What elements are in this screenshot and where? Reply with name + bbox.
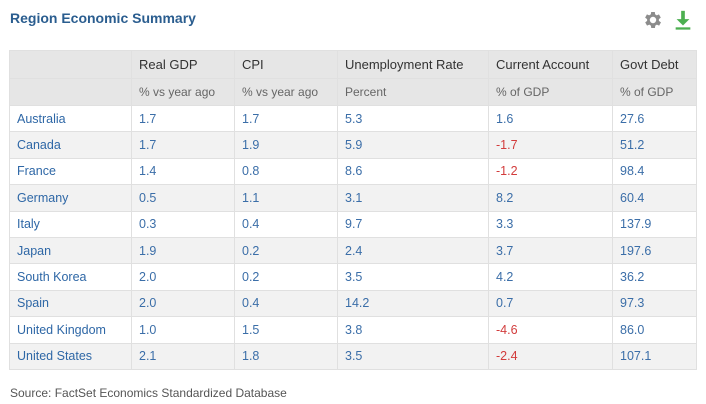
country-link[interactable]: Spain — [9, 289, 132, 318]
unemployment-cell: 3.5 — [337, 263, 489, 291]
govt-debt-cell: 98.4 — [612, 157, 697, 186]
unemployment-cell: 5.3 — [337, 104, 489, 133]
cpi-cell: 0.4 — [234, 210, 338, 238]
column-subheader: % of GDP — [488, 78, 613, 106]
cpi-cell: 1.5 — [234, 316, 338, 344]
current-account-cell: -2.4 — [488, 342, 613, 370]
column-header — [9, 50, 132, 79]
unemployment-cell: 8.6 — [337, 157, 489, 186]
real-gdp-cell: 0.3 — [131, 210, 235, 238]
current-account-cell: 1.6 — [488, 104, 613, 133]
country-link[interactable]: United States — [9, 342, 132, 370]
current-account-cell: -1.2 — [488, 157, 613, 186]
cpi-cell: 1.1 — [234, 184, 338, 212]
table-row: United Kingdom 1.0 1.5 3.8 -4.6 86.0 — [9, 316, 697, 344]
unemployment-cell: 3.8 — [337, 316, 489, 344]
govt-debt-cell: 27.6 — [612, 104, 697, 133]
country-link[interactable]: Canada — [9, 131, 132, 159]
source-note: Source: FactSet Economics Standardized D… — [10, 386, 287, 400]
country-link[interactable]: France — [9, 157, 132, 186]
download-icon[interactable] — [672, 9, 694, 31]
govt-debt-cell: 137.9 — [612, 210, 697, 238]
real-gdp-cell: 1.4 — [131, 157, 235, 186]
real-gdp-cell: 1.7 — [131, 131, 235, 159]
cpi-cell: 0.2 — [234, 263, 338, 291]
column-subheader: Percent — [337, 78, 489, 106]
current-account-cell: -1.7 — [488, 131, 613, 159]
table-row: South Korea 2.0 0.2 3.5 4.2 36.2 — [9, 263, 697, 291]
unemployment-cell: 3.1 — [337, 184, 489, 212]
subheader-row: % vs year ago % vs year ago Percent % of… — [9, 78, 697, 106]
country-link[interactable]: Australia — [9, 104, 132, 133]
table-row: France 1.4 0.8 8.6 -1.2 98.4 — [9, 157, 697, 186]
real-gdp-cell: 0.5 — [131, 184, 235, 212]
cpi-cell: 0.2 — [234, 236, 338, 265]
gear-icon[interactable] — [642, 9, 664, 31]
govt-debt-cell: 86.0 — [612, 316, 697, 344]
country-link[interactable]: South Korea — [9, 263, 132, 291]
unemployment-cell: 2.4 — [337, 236, 489, 265]
real-gdp-cell: 1.9 — [131, 236, 235, 265]
table-row: Italy 0.3 0.4 9.7 3.3 137.9 — [9, 210, 697, 238]
current-account-cell: 8.2 — [488, 184, 613, 212]
toolbar — [642, 9, 694, 31]
column-header: Unemployment Rate — [337, 50, 489, 79]
page-title: Region Economic Summary — [10, 10, 196, 26]
cpi-cell: 0.4 — [234, 289, 338, 318]
column-header: CPI — [234, 50, 338, 79]
real-gdp-cell: 2.0 — [131, 263, 235, 291]
current-account-cell: 0.7 — [488, 289, 613, 318]
govt-debt-cell: 107.1 — [612, 342, 697, 370]
unemployment-cell: 14.2 — [337, 289, 489, 318]
cpi-cell: 0.8 — [234, 157, 338, 186]
real-gdp-cell: 1.7 — [131, 104, 235, 133]
govt-debt-cell: 197.6 — [612, 236, 697, 265]
cpi-cell: 1.9 — [234, 131, 338, 159]
govt-debt-cell: 60.4 — [612, 184, 697, 212]
country-link[interactable]: Italy — [9, 210, 132, 238]
table-row: Spain 2.0 0.4 14.2 0.7 97.3 — [9, 289, 697, 318]
column-header: Govt Debt — [612, 50, 697, 79]
real-gdp-cell: 1.0 — [131, 316, 235, 344]
govt-debt-cell: 36.2 — [612, 263, 697, 291]
column-subheader: % vs year ago — [131, 78, 235, 106]
table-row: Germany 0.5 1.1 3.1 8.2 60.4 — [9, 184, 697, 212]
govt-debt-cell: 97.3 — [612, 289, 697, 318]
govt-debt-cell: 51.2 — [612, 131, 697, 159]
country-link[interactable]: United Kingdom — [9, 316, 132, 344]
country-link[interactable]: Germany — [9, 184, 132, 212]
table-row: Canada 1.7 1.9 5.9 -1.7 51.2 — [9, 131, 697, 159]
column-subheader — [9, 78, 132, 106]
real-gdp-cell: 2.0 — [131, 289, 235, 318]
table-row: Japan 1.9 0.2 2.4 3.7 197.6 — [9, 236, 697, 265]
header-row: Real GDP CPI Unemployment Rate Current A… — [9, 50, 697, 79]
cpi-cell: 1.7 — [234, 104, 338, 133]
economic-summary-table: Real GDP CPI Unemployment Rate Current A… — [9, 50, 697, 370]
current-account-cell: 3.7 — [488, 236, 613, 265]
table-row: Australia 1.7 1.7 5.3 1.6 27.6 — [9, 104, 697, 133]
country-link[interactable]: Japan — [9, 236, 132, 265]
current-account-cell: -4.6 — [488, 316, 613, 344]
unemployment-cell: 9.7 — [337, 210, 489, 238]
current-account-cell: 3.3 — [488, 210, 613, 238]
column-subheader: % of GDP — [612, 78, 697, 106]
column-subheader: % vs year ago — [234, 78, 338, 106]
real-gdp-cell: 2.1 — [131, 342, 235, 370]
unemployment-cell: 3.5 — [337, 342, 489, 370]
unemployment-cell: 5.9 — [337, 131, 489, 159]
column-header: Current Account — [488, 50, 613, 79]
column-header: Real GDP — [131, 50, 235, 79]
cpi-cell: 1.8 — [234, 342, 338, 370]
table-row: United States 2.1 1.8 3.5 -2.4 107.1 — [9, 342, 697, 370]
current-account-cell: 4.2 — [488, 263, 613, 291]
